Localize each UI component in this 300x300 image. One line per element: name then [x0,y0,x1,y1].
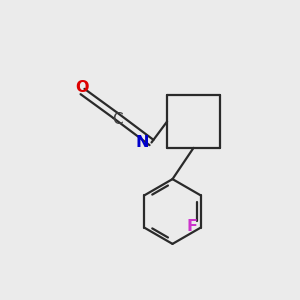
Text: C: C [112,112,122,127]
Text: O: O [76,80,89,94]
Text: N: N [136,135,149,150]
Text: F: F [187,219,198,234]
